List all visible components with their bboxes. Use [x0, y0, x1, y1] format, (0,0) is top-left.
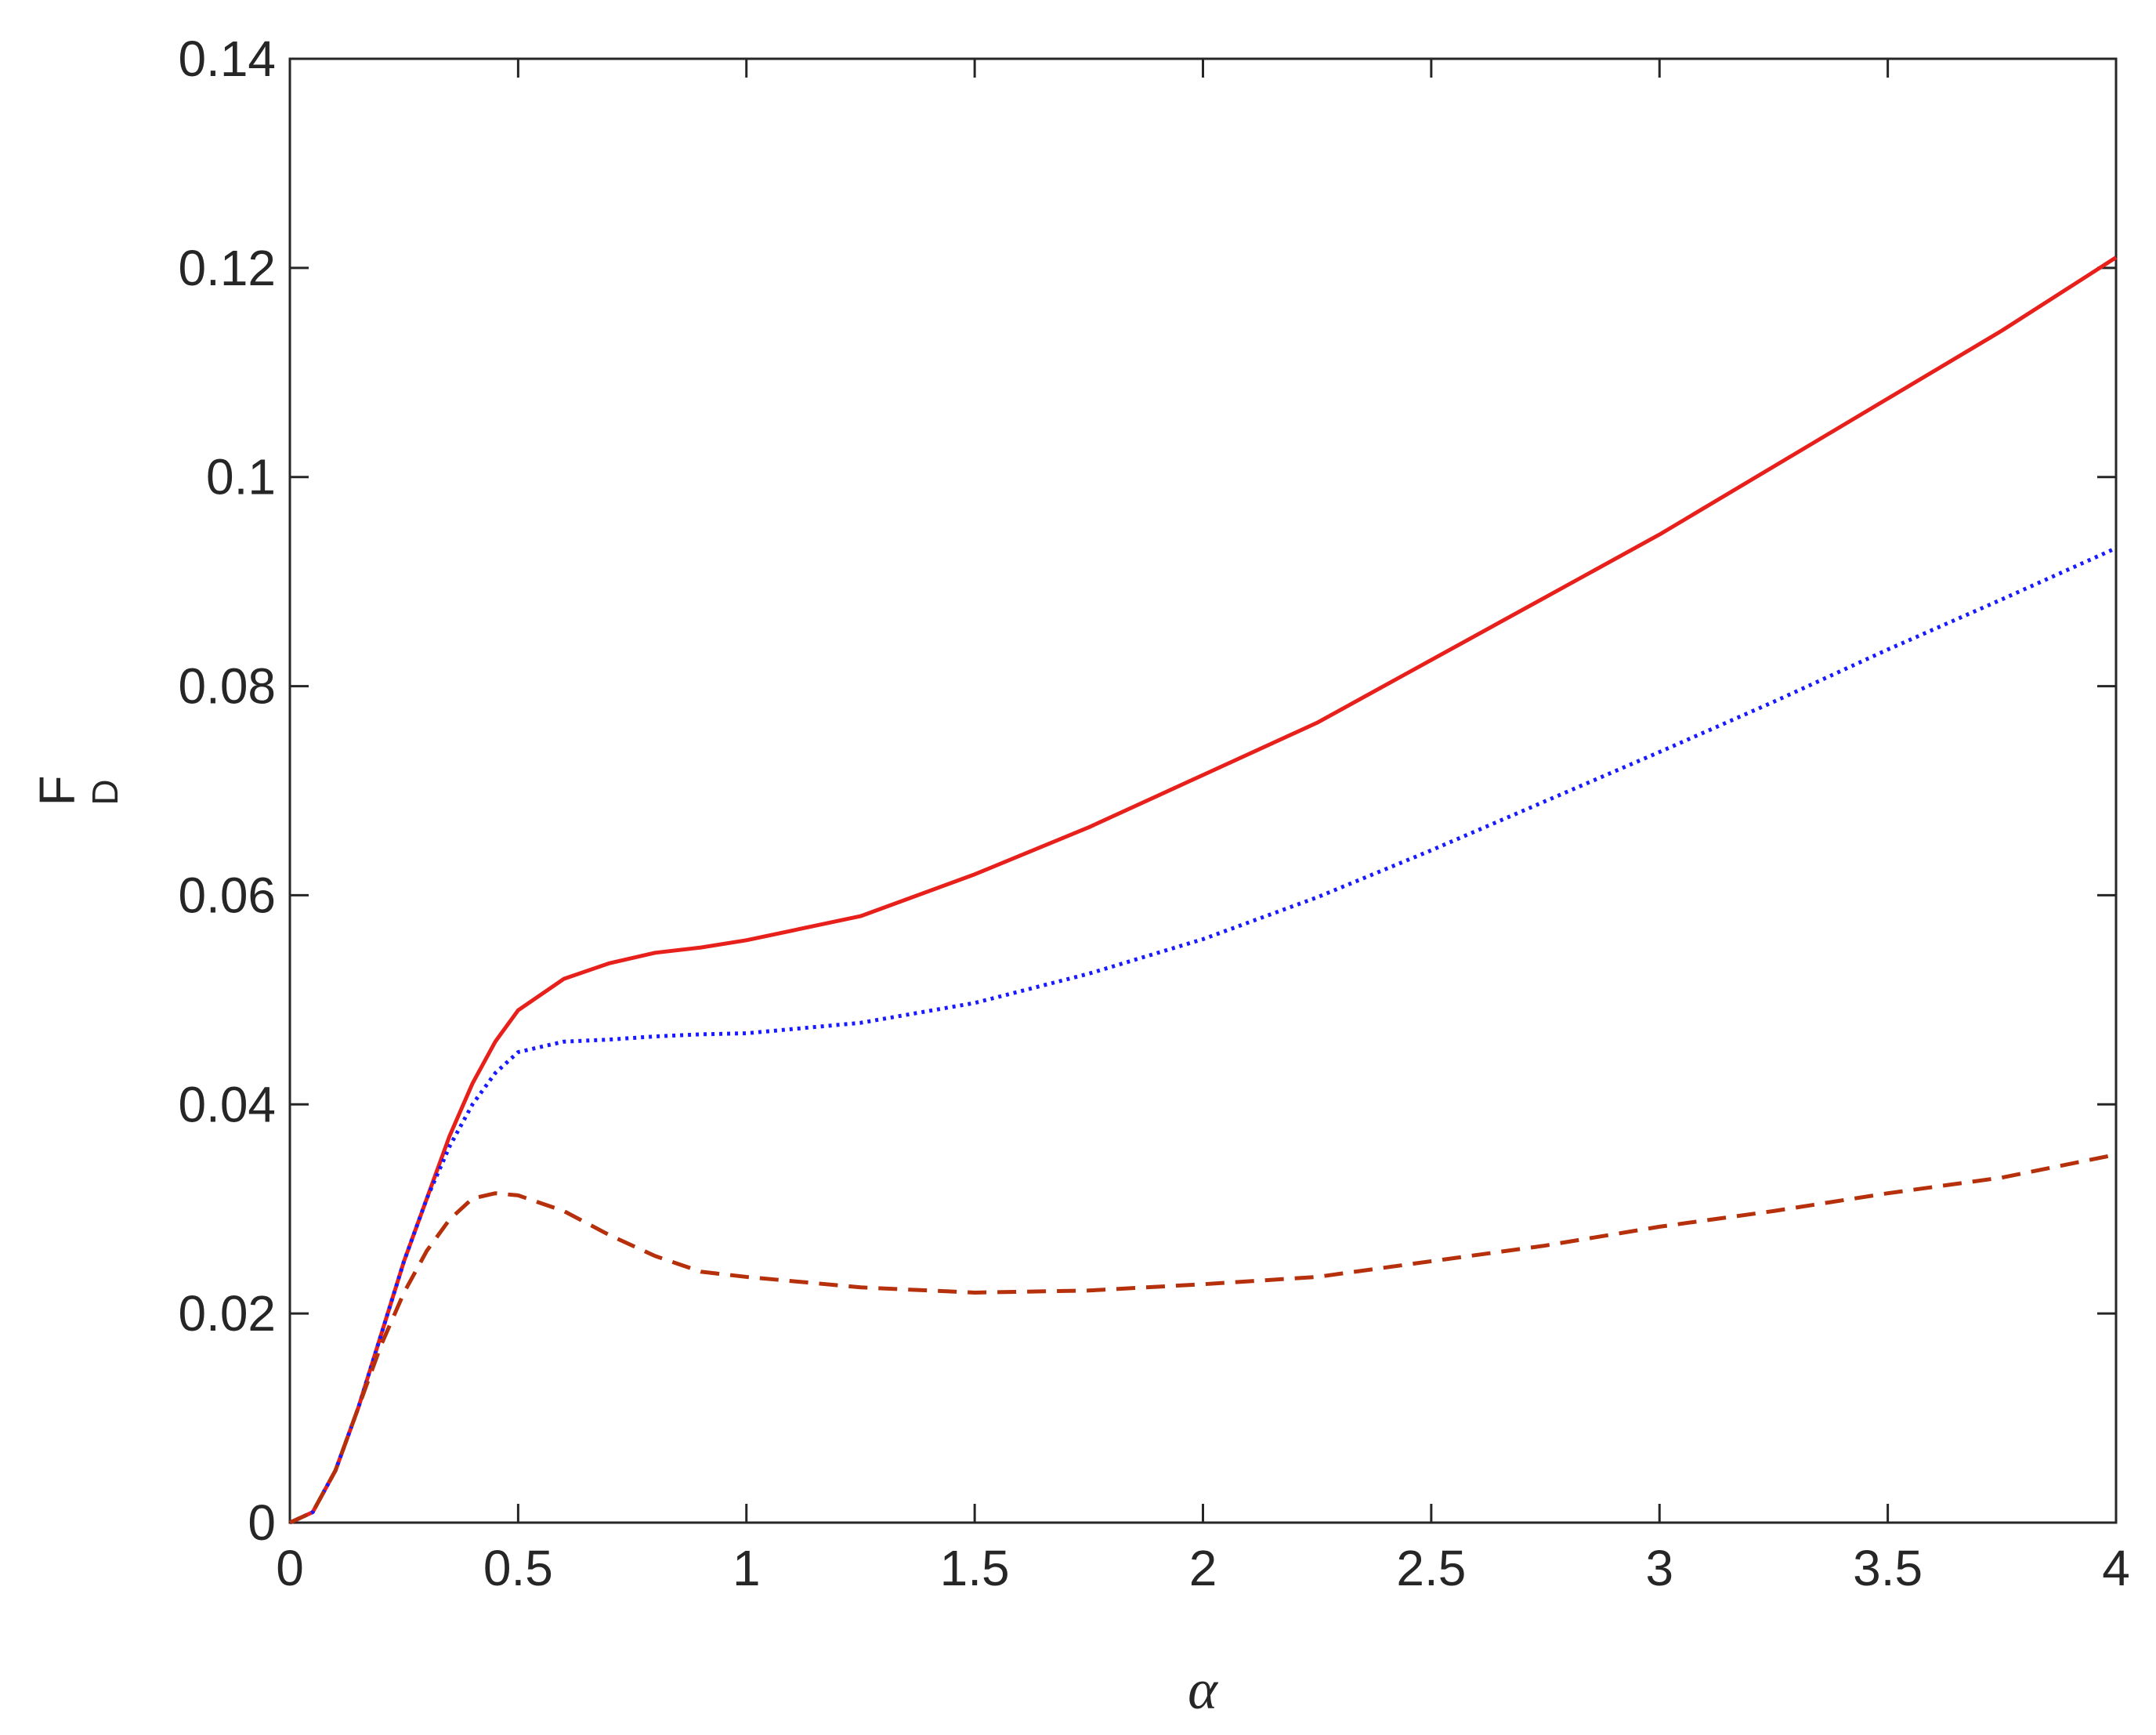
y-axis-label: F D [29, 775, 125, 806]
y-tick-label: 0.08 [178, 658, 276, 715]
y-tick-label: 0.14 [178, 31, 276, 87]
y-tick-label: 0.1 [206, 449, 276, 505]
x-tick-label: 0 [276, 1540, 304, 1596]
y-tick-label: 0.02 [178, 1285, 276, 1342]
series-line [288, 255, 2118, 1525]
x-tick-label: 1.5 [940, 1540, 1010, 1596]
y-axis-label-main: F [29, 775, 85, 806]
y-tick-label: 0.12 [178, 240, 276, 296]
x-axis-label: α [1188, 1658, 1218, 1721]
y-tick-label: 0.04 [178, 1076, 276, 1132]
x-tick-label: 4 [2102, 1540, 2130, 1596]
x-tick-label: 2.5 [1396, 1540, 1466, 1596]
x-tick-label: 3.5 [1853, 1540, 1923, 1596]
x-tick-label: 3 [1645, 1540, 1673, 1596]
y-tick-label: 0.06 [178, 867, 276, 923]
series-line [288, 546, 2118, 1525]
x-tick-label: 2 [1189, 1540, 1217, 1596]
y-axis-label-sub: D [85, 779, 125, 805]
series-line [288, 1152, 2117, 1525]
y-tick-label: 0 [248, 1494, 276, 1551]
x-tick-label: 1 [733, 1540, 761, 1596]
x-tick-label: 0.5 [483, 1540, 553, 1596]
plot-area [288, 57, 2118, 1524]
